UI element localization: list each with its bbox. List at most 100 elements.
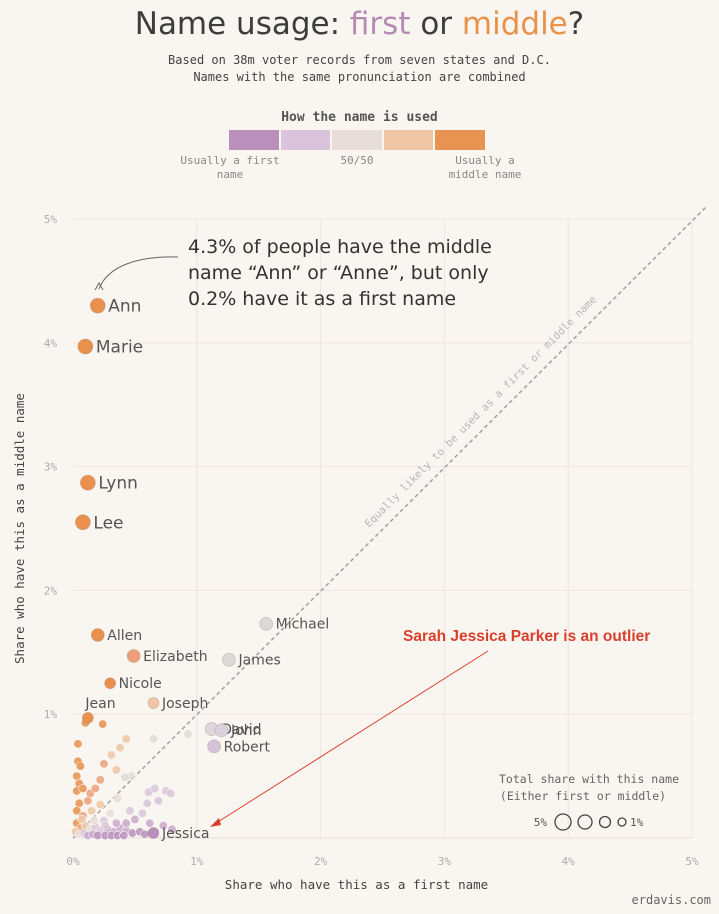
subtitle-line-2: Names with the same pronunciation are co… [193, 70, 526, 84]
data-point [105, 808, 115, 818]
data-point-michael [259, 616, 274, 631]
color-legend-swatch [280, 130, 333, 150]
data-point-john [214, 723, 229, 738]
diagonal-label: Equally likely to be used as a first or … [363, 294, 599, 530]
data-point [111, 765, 121, 775]
annotation-ann-line: 0.2% have it as a first name [188, 288, 456, 310]
y-tick-label: 5% [44, 213, 58, 226]
data-point [158, 821, 168, 831]
size-legend-high-label: 5% [534, 816, 548, 829]
color-legend-title: How the name is used [281, 110, 438, 125]
color-legend-bar [229, 130, 485, 150]
data-point [99, 759, 109, 769]
data-point-jean [81, 712, 94, 724]
title-middle-word: middle [461, 6, 568, 42]
data-point [137, 808, 147, 818]
y-tick-label: 3% [44, 461, 58, 474]
data-point-lee [75, 514, 91, 531]
size-legend-circle [577, 814, 593, 830]
x-axis-label: Share who have this as a first name [225, 877, 488, 892]
data-point [130, 814, 140, 824]
data-point [183, 729, 193, 739]
data-point [150, 783, 160, 793]
equal-usage-diagonal [72, 206, 707, 839]
page-title: Name usage: first or middle? [0, 6, 719, 42]
data-point [113, 793, 123, 803]
point-label-lynn: Lynn [98, 474, 138, 494]
point-label-robert: Robert [224, 739, 271, 755]
data-point [125, 806, 135, 816]
color-legend-right-label: Usually a middle name [448, 154, 522, 181]
annotation-outlier-text: Sarah Jessica Parker is an outlier [403, 628, 650, 645]
point-label-james: James [237, 653, 280, 669]
data-point [87, 806, 97, 816]
color-legend-swatch [383, 130, 436, 150]
point-label-jessica: Jessica [161, 826, 210, 842]
size-legend-circle [554, 813, 572, 831]
size-legend-low-label: 1% [630, 816, 644, 829]
color-legend-center-label: 50/50 [340, 154, 374, 167]
data-point [90, 783, 100, 793]
color-legend-swatch [435, 130, 485, 150]
data-point [74, 798, 84, 808]
point-label-john: John [230, 723, 261, 739]
data-point [111, 818, 121, 828]
point-label-lee: Lee [93, 513, 123, 533]
y-tick-label: 1% [44, 708, 58, 721]
data-point [106, 750, 116, 760]
point-label-nicole: Nicole [119, 676, 162, 692]
color-legend-swatch [332, 130, 384, 150]
data-point [145, 818, 155, 828]
data-point-elizabeth [126, 649, 141, 663]
data-point [120, 772, 130, 782]
x-tick-label: 2% [314, 855, 328, 868]
data-point [148, 734, 158, 744]
annotation-ann-line: name “Ann” or “Anne”, but only [188, 262, 489, 284]
data-point [83, 796, 93, 806]
point-label-david: David [221, 722, 261, 738]
x-tick-label: 3% [438, 855, 452, 868]
size-legend-circle [617, 817, 627, 827]
data-point [78, 783, 88, 793]
data-point-allen [90, 628, 105, 642]
color-legend-swatch [229, 130, 281, 150]
data-point-marie [77, 338, 94, 355]
data-point [121, 818, 131, 828]
data-point [77, 814, 87, 824]
annotation-ann-arrowhead [94, 281, 104, 291]
color-legend-left-label: Usually a first name [180, 154, 280, 181]
point-label-elizabeth: Elizabeth [143, 649, 207, 665]
data-point [166, 788, 176, 798]
point-label-michael: Michael [276, 617, 330, 633]
point-label-jean: Jean [84, 696, 115, 712]
data-point-james [222, 652, 236, 667]
data-point [89, 816, 99, 826]
data-point [121, 734, 131, 744]
title-first-word: first [349, 6, 411, 42]
point-label-allen: Allen [107, 628, 142, 644]
data-point [73, 739, 83, 749]
credit: erdavis.com [631, 893, 711, 907]
annotation-ann-arrow [98, 256, 179, 290]
size-legend-subtitle: (Either first or middle) [500, 789, 666, 803]
annotation-outlier-arrowhead [210, 818, 221, 827]
x-tick-label: 0% [66, 855, 80, 868]
data-point [75, 761, 85, 771]
title-question-mark: ? [567, 6, 585, 42]
x-tick-label: 4% [562, 855, 576, 868]
data-point-robert [207, 739, 222, 754]
size-legend-circle [598, 815, 612, 829]
data-point-jessica [147, 827, 160, 839]
data-point [115, 743, 125, 753]
data-point [72, 771, 82, 781]
subtitle-line-1: Based on 38m voter records from seven st… [168, 53, 551, 67]
data-point-joseph [147, 697, 160, 709]
data-point-lynn [79, 474, 96, 491]
title-pre: Name usage: [134, 6, 350, 42]
title-or: or [410, 6, 462, 42]
point-label-joseph: Joseph [161, 696, 208, 712]
data-point [119, 831, 129, 841]
annotation-ann-line: 4.3% of people have the middle [188, 236, 492, 258]
size-legend-title: Total share with this name [499, 772, 679, 786]
